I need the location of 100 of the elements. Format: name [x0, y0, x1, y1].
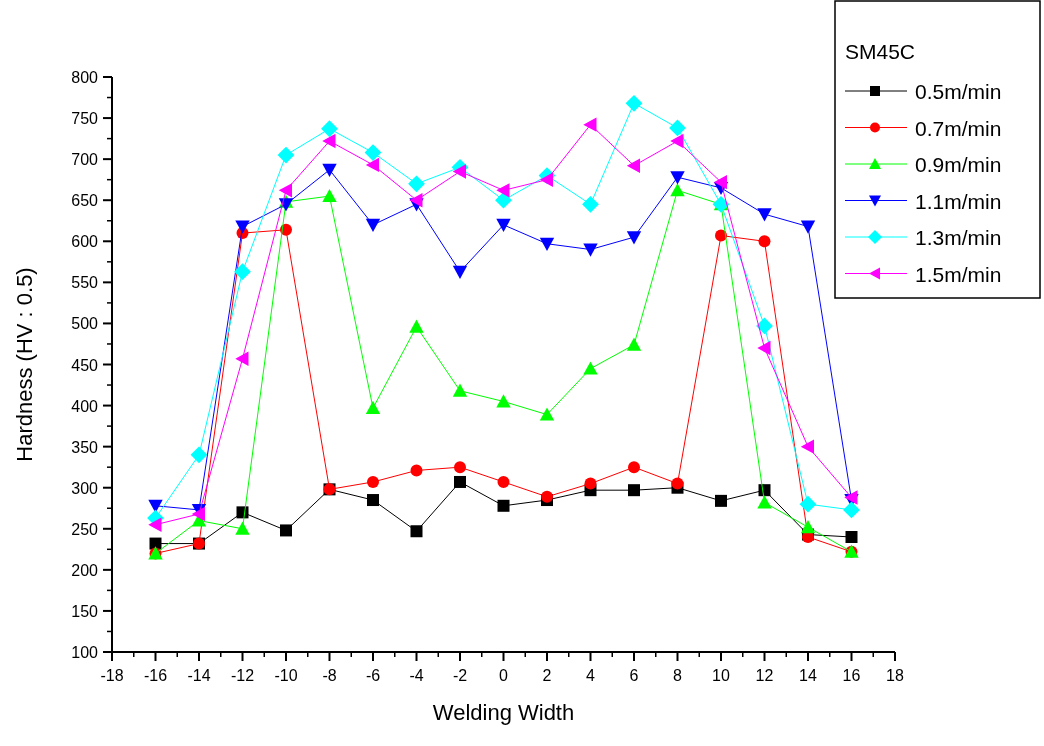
legend-label: 0.7m/min: [915, 116, 1002, 140]
y-tick-label: 100: [71, 644, 99, 661]
point: [409, 193, 423, 208]
point: [454, 475, 466, 488]
point: [452, 265, 468, 279]
point: [497, 475, 510, 488]
point: [539, 172, 553, 187]
point: [496, 183, 510, 198]
point: [367, 475, 379, 488]
point: [628, 484, 640, 497]
point: [410, 525, 423, 538]
x-tick-label: -8: [322, 667, 337, 684]
x-tick-label: 4: [586, 667, 596, 684]
point: [235, 220, 250, 234]
x-tick-label: 6: [629, 667, 639, 684]
point: [452, 383, 468, 397]
point: [583, 361, 598, 375]
point: [584, 477, 597, 490]
legend-label: 1.1m/min: [915, 189, 1002, 213]
point: [497, 499, 510, 512]
point: [148, 517, 162, 532]
y-tick-label: 800: [71, 69, 99, 86]
point: [410, 464, 423, 477]
y-tick-label: 350: [71, 438, 99, 456]
y-tick-label: 250: [71, 520, 99, 538]
point: [756, 317, 773, 335]
x-tick-label: -18: [100, 667, 124, 684]
legend-label: 1.5m/min: [915, 262, 1002, 286]
point: [409, 319, 424, 333]
point: [670, 133, 684, 149]
point: [582, 195, 599, 213]
point: [800, 519, 816, 534]
point: [628, 461, 640, 474]
point: [454, 461, 466, 474]
x-tick-label: 2: [542, 667, 552, 684]
point: [367, 494, 379, 507]
point: [278, 183, 292, 198]
point: [670, 171, 685, 185]
point: [713, 174, 727, 190]
y-tick-label: 200: [71, 561, 99, 579]
y-tick-label: 400: [71, 397, 99, 415]
legend-label: 1.3m/min: [915, 226, 1002, 249]
y-tick-label: 550: [71, 274, 99, 292]
point: [280, 223, 292, 236]
point: [583, 243, 598, 257]
point: [626, 231, 642, 245]
point: [670, 183, 685, 197]
point: [235, 521, 250, 535]
y-tick-label: 650: [71, 192, 99, 210]
x-tick-label: 12: [755, 667, 774, 684]
point: [321, 120, 338, 138]
legend-title: SM45C: [845, 40, 916, 63]
point: [626, 158, 640, 173]
x-tick-label: -14: [187, 667, 211, 684]
point: [843, 501, 860, 519]
x-axis-title: Welding Width: [432, 700, 575, 725]
point: [452, 164, 466, 179]
point: [322, 133, 336, 149]
y-tick-label: 750: [71, 110, 99, 128]
point: [278, 198, 294, 212]
x-tick-label: 0: [499, 667, 509, 684]
x-tick-label: -6: [365, 667, 381, 684]
point: [757, 340, 771, 356]
point: [583, 117, 597, 132]
y-tick-label: 700: [71, 151, 99, 169]
point: [539, 407, 555, 421]
x-tick-label: 16: [842, 667, 861, 684]
point: [757, 495, 772, 509]
x-tick-label: 14: [799, 667, 817, 684]
point: [148, 499, 163, 513]
point: [322, 188, 337, 203]
point: [191, 506, 205, 522]
x-tick-label: -2: [452, 667, 468, 684]
point: [190, 446, 208, 464]
point: [277, 146, 295, 164]
point: [671, 477, 684, 490]
point: [845, 531, 858, 543]
point: [496, 394, 511, 408]
point: [235, 351, 249, 366]
y-tick-label: 450: [71, 356, 99, 374]
y-tick-label: 150: [71, 602, 99, 620]
point: [799, 495, 817, 513]
point: [365, 218, 381, 233]
point: [365, 400, 381, 415]
point: [408, 175, 425, 193]
x-tick-label: -12: [230, 667, 255, 684]
point: [758, 235, 771, 248]
y-tick-label: 300: [71, 479, 99, 497]
point: [322, 163, 337, 178]
point: [541, 490, 553, 503]
x-tick-label: 8: [673, 667, 683, 684]
x-tick-label: -10: [274, 667, 298, 684]
point: [496, 218, 511, 233]
point: [800, 220, 816, 234]
point: [715, 494, 727, 507]
y-tick-label: 600: [71, 233, 99, 251]
point: [757, 208, 772, 222]
point: [234, 263, 251, 281]
point: [364, 144, 382, 161]
point: [626, 337, 642, 351]
